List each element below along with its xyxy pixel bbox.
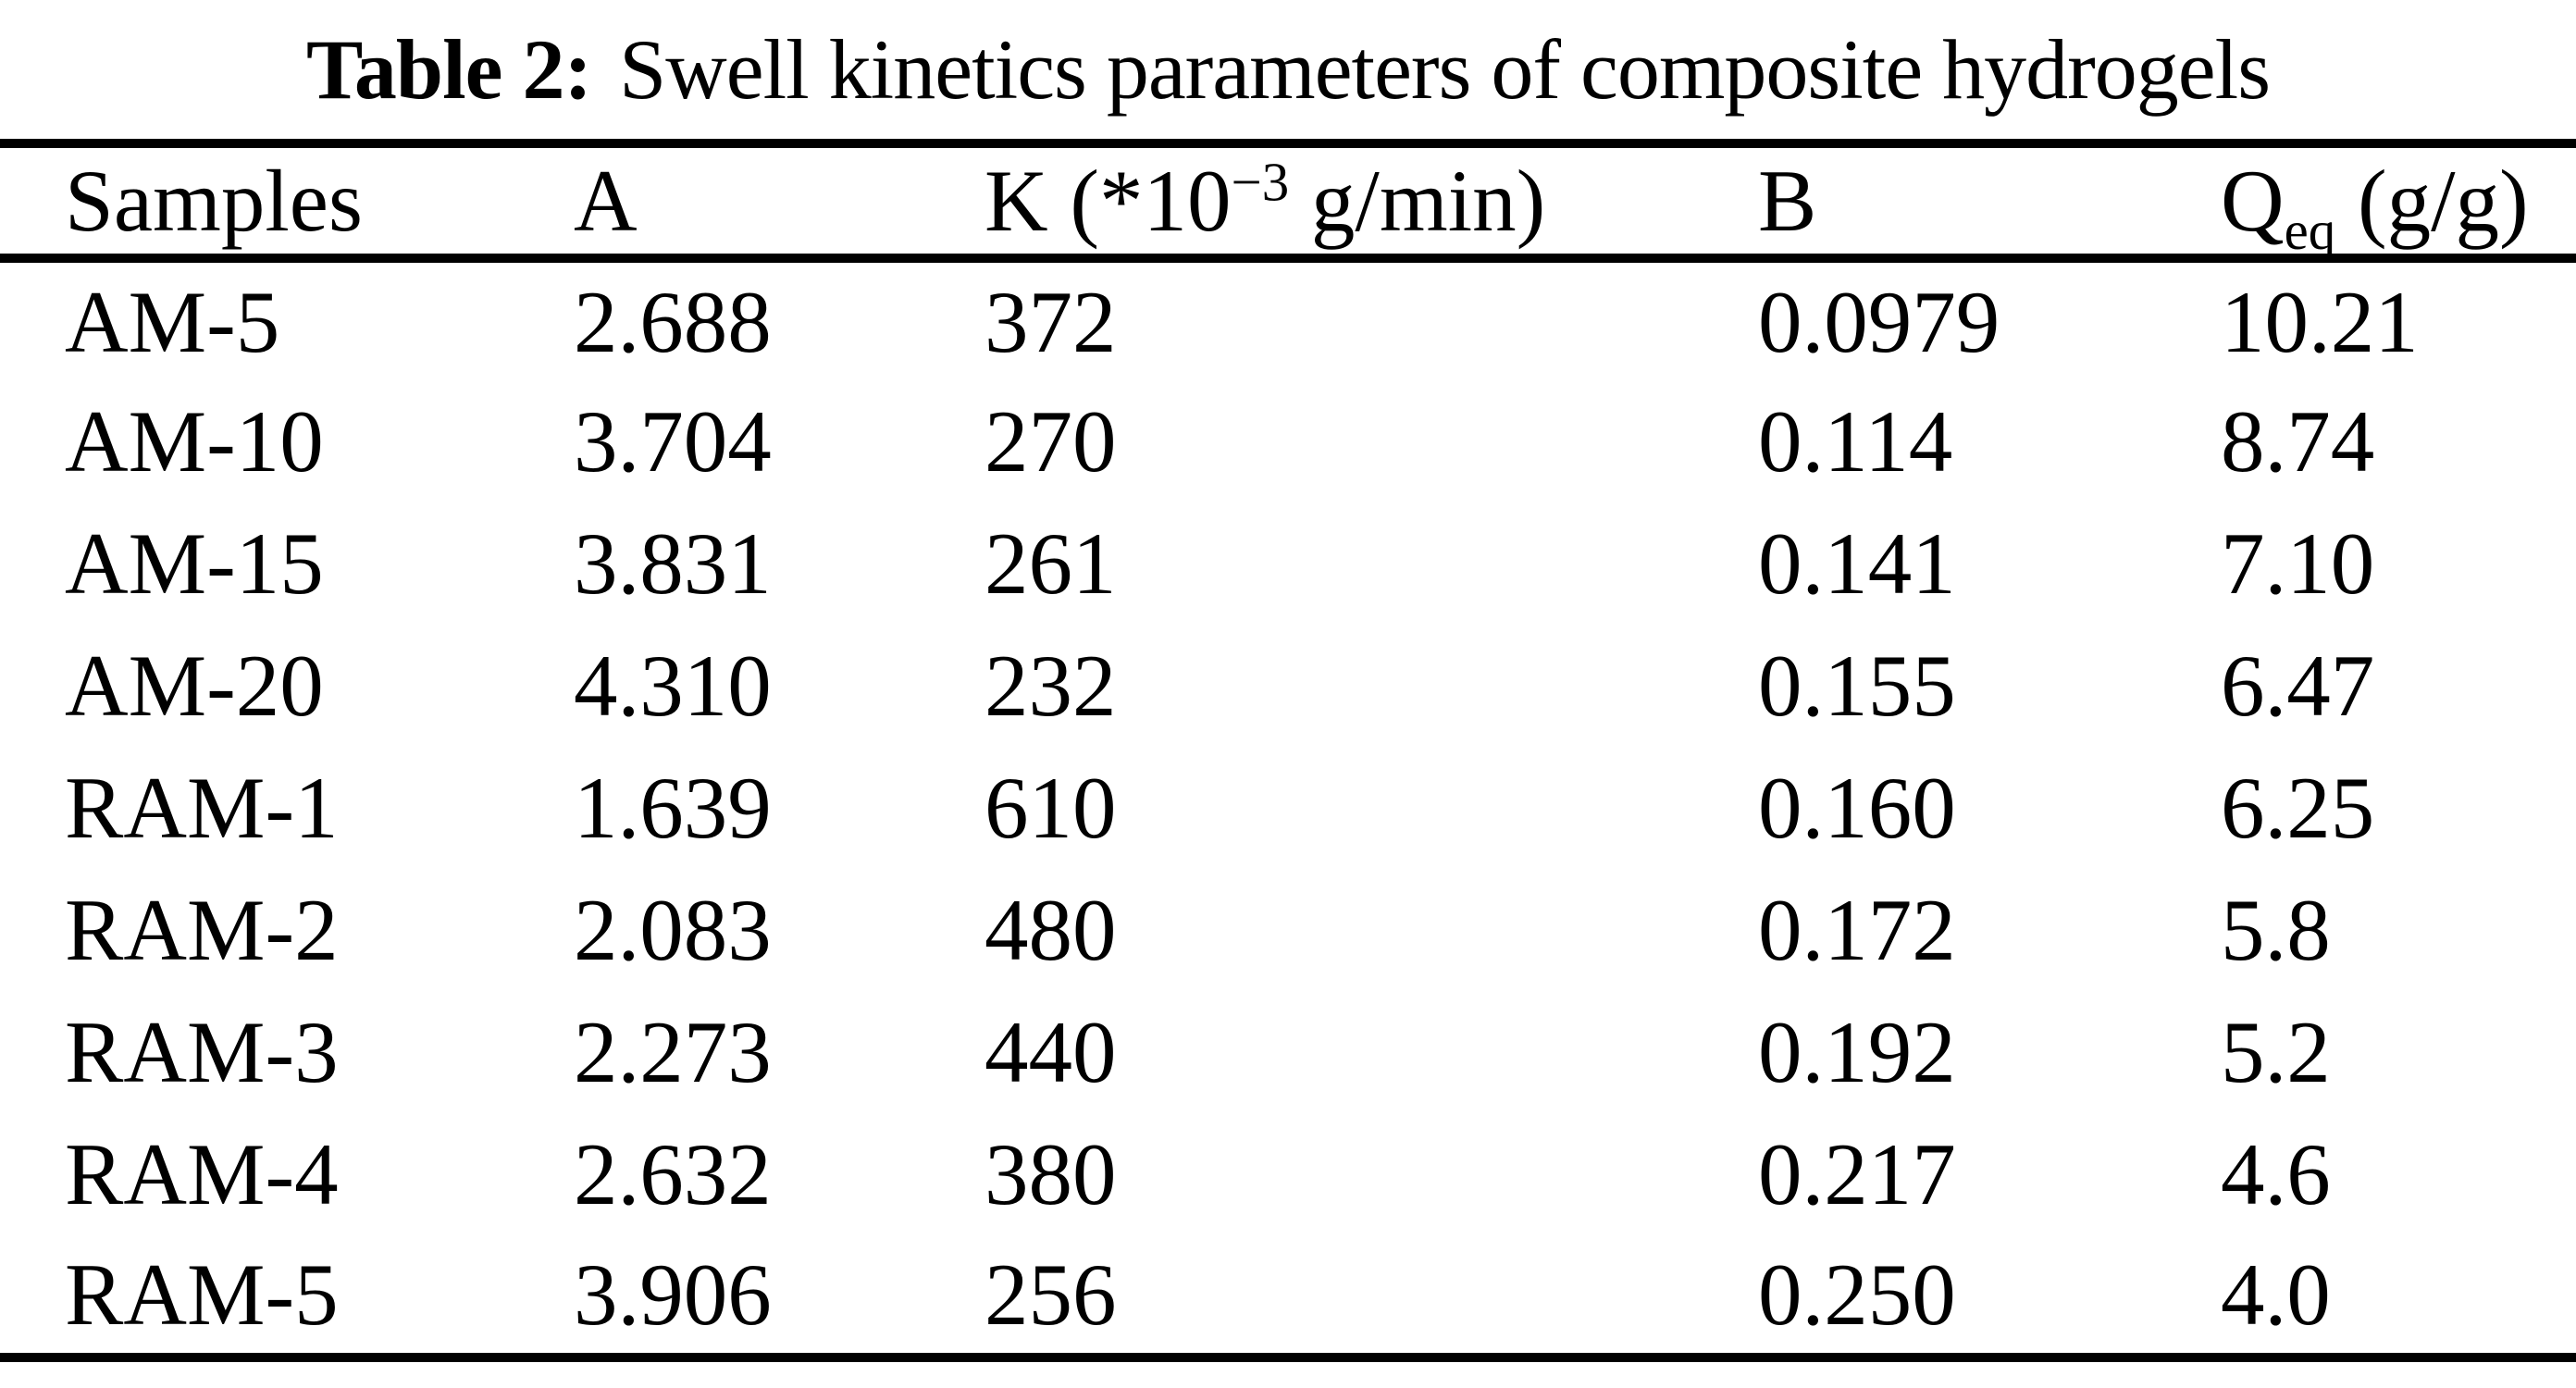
column-header-b: B [1758,143,2221,263]
table-row: RAM-4 2.632 380 0.217 4.6 [0,1113,2576,1235]
table-header-row: Samples A K (*10−3 g/min) B Qeq (g/g) [0,143,2576,263]
cell-qeq: 5.2 [2221,1003,2331,1101]
cell-a: 3.704 [574,392,772,490]
qeq-header-base: Q [2221,152,2285,250]
cell-sample: AM-20 [65,637,324,735]
cell-sample: RAM-1 [65,759,339,857]
table-caption: Table 2: Swell kinetics parameters of com… [0,0,2576,139]
cell-sample: AM-10 [65,392,324,490]
cell-sample: RAM-2 [65,881,339,979]
cell-b: 0.172 [1758,881,1956,979]
qeq-header-subscript: eq [2284,201,2336,261]
cell-b: 0.0979 [1758,272,2000,371]
table-row: RAM-2 2.083 480 0.172 5.8 [0,869,2576,991]
cell-qeq: 6.47 [2221,637,2375,735]
cell-b: 0.114 [1758,392,1953,490]
table-row: RAM-3 2.273 440 0.192 5.2 [0,991,2576,1113]
cell-sample: RAM-5 [65,1245,339,1344]
cell-qeq: 4.0 [2221,1245,2331,1344]
cell-qeq: 6.25 [2221,759,2375,857]
cell-sample: AM-5 [65,272,280,371]
cell-sample: RAM-4 [65,1125,339,1223]
cell-sample: AM-15 [65,514,324,613]
table-row: RAM-1 1.639 610 0.160 6.25 [0,747,2576,869]
cell-a: 3.831 [574,514,772,613]
cell-a: 4.310 [574,637,772,735]
cell-qeq: 4.6 [2221,1125,2331,1223]
swell-kinetics-table: Samples A K (*10−3 g/min) B Qeq (g/g) AM… [0,139,2576,1362]
cell-k: 480 [985,881,1117,979]
cell-b: 0.217 [1758,1125,1956,1223]
table-row: RAM-5 3.906 256 0.250 4.0 [0,1235,2576,1357]
cell-a: 1.639 [574,759,772,857]
cell-qeq: 7.10 [2221,514,2375,613]
cell-k: 270 [985,392,1117,490]
column-header-qeq: Qeq (g/g) [2221,143,2576,263]
column-header-a: A [574,143,985,263]
cell-k: 440 [985,1003,1117,1101]
cell-k: 610 [985,759,1117,857]
cell-k: 261 [985,514,1117,613]
cell-a: 2.083 [574,881,772,979]
cell-k: 232 [985,637,1117,735]
cell-a: 3.906 [574,1245,772,1344]
cell-qeq: 8.74 [2221,392,2375,490]
cell-qeq: 5.8 [2221,881,2331,979]
cell-a: 2.273 [574,1003,772,1101]
table-row: AM-20 4.310 232 0.155 6.47 [0,625,2576,747]
cell-sample: RAM-3 [65,1003,339,1101]
cell-b: 0.250 [1758,1245,1956,1344]
table-caption-text: Swell kinetics parameters of composite h… [619,22,2271,117]
cell-b: 0.155 [1758,637,1956,735]
table-row: AM-10 3.704 270 0.114 8.74 [0,380,2576,502]
table-row: AM-15 3.831 261 0.141 7.10 [0,502,2576,625]
k-header-prefix: K (*10 [985,152,1232,250]
k-header-unit: g/min) [1289,152,1546,250]
cell-a: 2.688 [574,272,772,371]
cell-qeq: 10.21 [2221,272,2419,371]
table-row: AM-5 2.688 372 0.0979 10.21 [0,258,2576,380]
table-caption-label: Table 2: [306,22,592,117]
column-header-k: K (*10−3 g/min) [985,143,1758,263]
cell-b: 0.192 [1758,1003,1956,1101]
cell-b: 0.141 [1758,514,1956,613]
cell-k: 372 [985,272,1117,371]
k-header-exponent: −3 [1231,152,1290,213]
cell-b: 0.160 [1758,759,1956,857]
qeq-header-unit: (g/g) [2335,152,2529,250]
cell-a: 2.632 [574,1125,772,1223]
cell-k: 380 [985,1125,1117,1223]
column-header-samples: Samples [0,143,574,263]
cell-k: 256 [985,1245,1117,1344]
